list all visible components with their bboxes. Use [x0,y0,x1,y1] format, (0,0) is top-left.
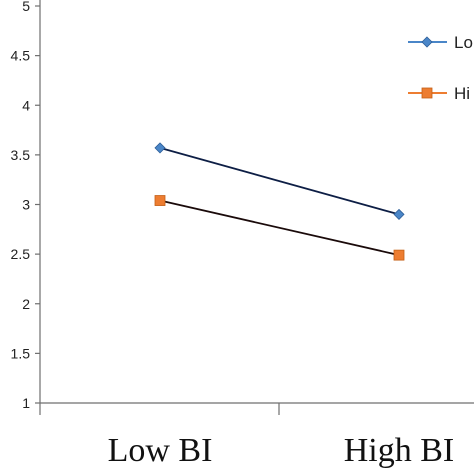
legend-label: Hi [454,84,470,103]
series-line [159,199,400,256]
y-tick-label: 1 [22,395,30,411]
legend-marker-diamond [421,36,433,48]
legend-marker-square [421,87,433,99]
y-tick-label: 4.5 [11,48,31,64]
x-ticks: Low BI High BI [39,403,455,469]
x-tick-label: Low BI [108,432,213,469]
series-hi [154,195,405,261]
y-tick-label: 3.5 [11,147,31,163]
y-tick-label: 5 [22,0,30,14]
legend-label: Lo [454,33,473,52]
series-line [159,147,400,216]
y-ticks: 1 1.5 2 2.5 3 3.5 4 4.5 5 [11,0,40,411]
y-tick-label: 2 [22,296,30,312]
data-point-diamond [393,208,405,220]
y-tick-label: 2.5 [11,246,31,262]
y-tick-label: 1.5 [11,345,31,361]
x-axis: Low BI High BI [39,402,474,469]
series-lo [154,142,405,220]
x-tick-label: High BI [344,432,455,469]
data-point-diamond [154,142,166,154]
data-point-square [393,249,405,261]
legend-item-lo: Lo [408,33,473,52]
y-tick-label: 3 [22,197,30,213]
y-axis: 1 1.5 2 2.5 3 3.5 4 4.5 5 [11,0,41,411]
data-point-square [154,195,166,206]
plot-series [154,142,405,261]
legend-item-hi: Hi [408,84,470,103]
y-tick-label: 4 [22,97,30,113]
legend: Lo Hi [408,33,473,103]
